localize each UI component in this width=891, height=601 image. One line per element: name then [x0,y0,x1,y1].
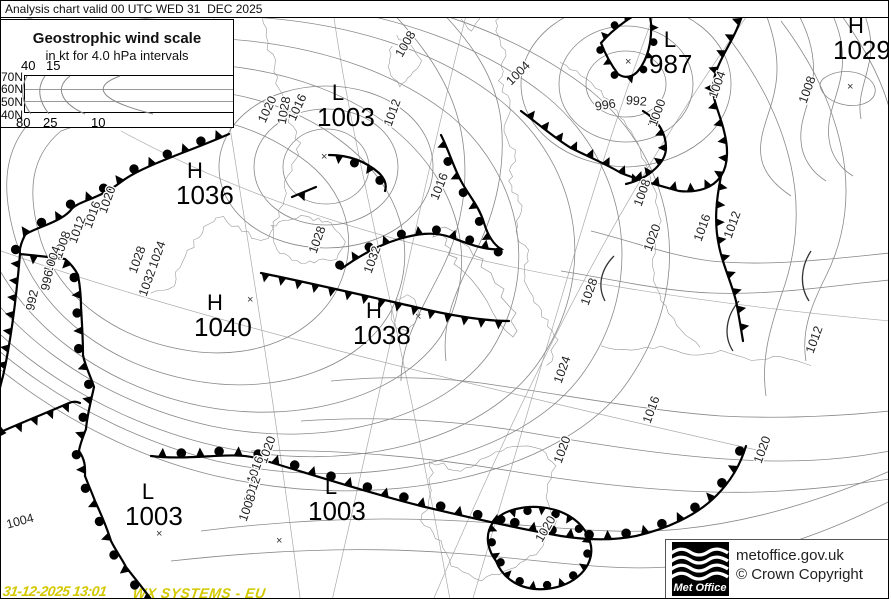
svg-text:1020: 1020 [641,222,664,253]
svg-text:1024: 1024 [551,354,574,385]
svg-text:996: 996 [38,268,56,291]
svg-text:1004: 1004 [706,69,729,100]
svg-text:1000: 1000 [646,97,669,128]
svg-text:1004: 1004 [503,58,533,88]
svg-text:1008: 1008 [236,492,259,523]
svg-text:1020: 1020 [551,434,574,465]
svg-text:992: 992 [625,93,647,109]
svg-text:996: 996 [594,96,617,113]
svg-text:1024: 1024 [146,239,169,270]
svg-text:1012: 1012 [721,209,744,240]
svg-text:Met Office: Met Office [674,582,727,594]
svg-text:1020: 1020 [751,434,774,465]
svg-text:1004: 1004 [5,511,36,532]
svg-text:1008: 1008 [796,74,819,105]
svg-text:992: 992 [23,288,41,311]
svg-text:1028: 1028 [306,224,329,255]
svg-text:1016: 1016 [691,212,714,243]
svg-text:1008: 1008 [393,28,419,59]
svg-text:1012: 1012 [381,97,404,128]
svg-text:1032: 1032 [361,244,384,275]
